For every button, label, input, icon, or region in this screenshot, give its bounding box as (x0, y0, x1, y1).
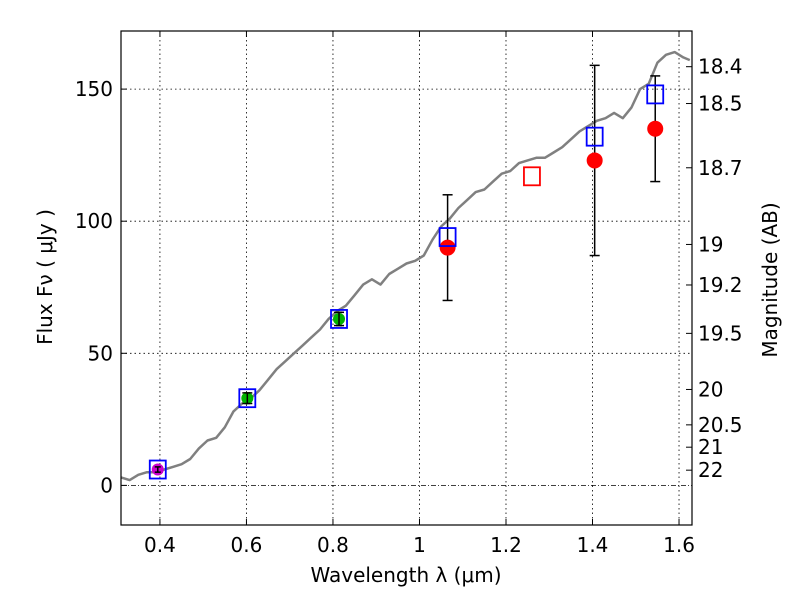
grid-lines (121, 31, 692, 525)
y-axis-label: Flux Fν ( μJy ) (33, 209, 57, 345)
mag-tick-label: 18.5 (698, 92, 743, 116)
model-spectrum-line (120, 50, 691, 482)
x-tick-label: 0.6 (231, 533, 263, 557)
x-tick-label: 1.6 (663, 533, 695, 557)
x-tick-label: 0.4 (144, 533, 176, 557)
x-tick-label: 1.4 (577, 533, 609, 557)
x-tick-label: 1 (413, 533, 426, 557)
data-point-circle (439, 239, 456, 256)
plot-frame (120, 30, 693, 526)
right-axis-label: Magnitude (AB) (758, 202, 782, 357)
x-tick-label: 1.2 (490, 533, 522, 557)
model-point-square (585, 126, 604, 147)
mag-tick-label: 21 (698, 435, 723, 459)
y-tick-label: 100 (75, 209, 113, 233)
mag-tick-label: 19.5 (698, 321, 743, 345)
model-point-square (438, 227, 457, 247)
mag-tick-label: 20.5 (698, 413, 743, 437)
model-point-square (523, 166, 541, 187)
x-tick-label: 0.8 (317, 533, 349, 557)
y-tick-label: 150 (75, 77, 113, 101)
data-markers (148, 84, 665, 480)
mag-tick-label: 19.2 (698, 273, 743, 297)
mag-tick-label: 20 (698, 377, 723, 401)
y-tick-label: 0 (100, 473, 113, 497)
mag-tick-label: 18.7 (698, 156, 743, 180)
model-point-square (646, 84, 665, 105)
mag-tick-label: 18.4 (698, 55, 743, 79)
mag-tick-label: 22 (698, 458, 723, 482)
model-point-square (330, 309, 348, 329)
x-axis-label: Wavelength λ (μm) (310, 563, 501, 587)
y-tick-label: 50 (88, 341, 113, 365)
data-point-circle (647, 120, 664, 137)
model-point-square (148, 459, 167, 480)
mag-tick-label: 19 (698, 232, 723, 256)
axis-ticks: 0.4 0.6 0.8 1 1.2 1.4 1.6 0 50 100 150 18.4 18.5 18.7… (75, 31, 743, 557)
model-point-square (238, 388, 257, 409)
data-point-circle (586, 152, 603, 169)
